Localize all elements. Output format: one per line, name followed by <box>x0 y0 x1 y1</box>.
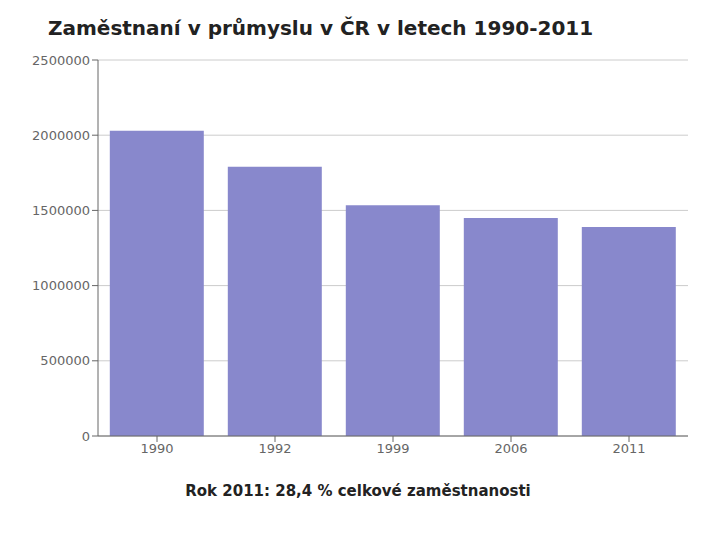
svg-text:0: 0 <box>82 429 90 444</box>
svg-text:500000: 500000 <box>40 353 90 368</box>
svg-text:1990: 1990 <box>140 441 173 456</box>
svg-text:1500000: 1500000 <box>32 203 90 218</box>
svg-text:2000000: 2000000 <box>32 128 90 143</box>
svg-text:2500000: 2500000 <box>32 53 90 68</box>
svg-text:2011: 2011 <box>612 441 645 456</box>
svg-text:1992: 1992 <box>258 441 291 456</box>
html-text:Rok 2011: 28,4 % celkové zaměs: Rok 2011: 28,4 % celkové zaměstnanosti <box>185 482 531 500</box>
html-text:Zaměstnaní v průmyslu v ČR v l: Zaměstnaní v průmyslu v ČR v letech 1990… <box>48 16 594 40</box>
svg-text:1999: 1999 <box>376 441 409 456</box>
svg-text:2006: 2006 <box>494 441 527 456</box>
svg-text:1000000: 1000000 <box>32 278 90 293</box>
